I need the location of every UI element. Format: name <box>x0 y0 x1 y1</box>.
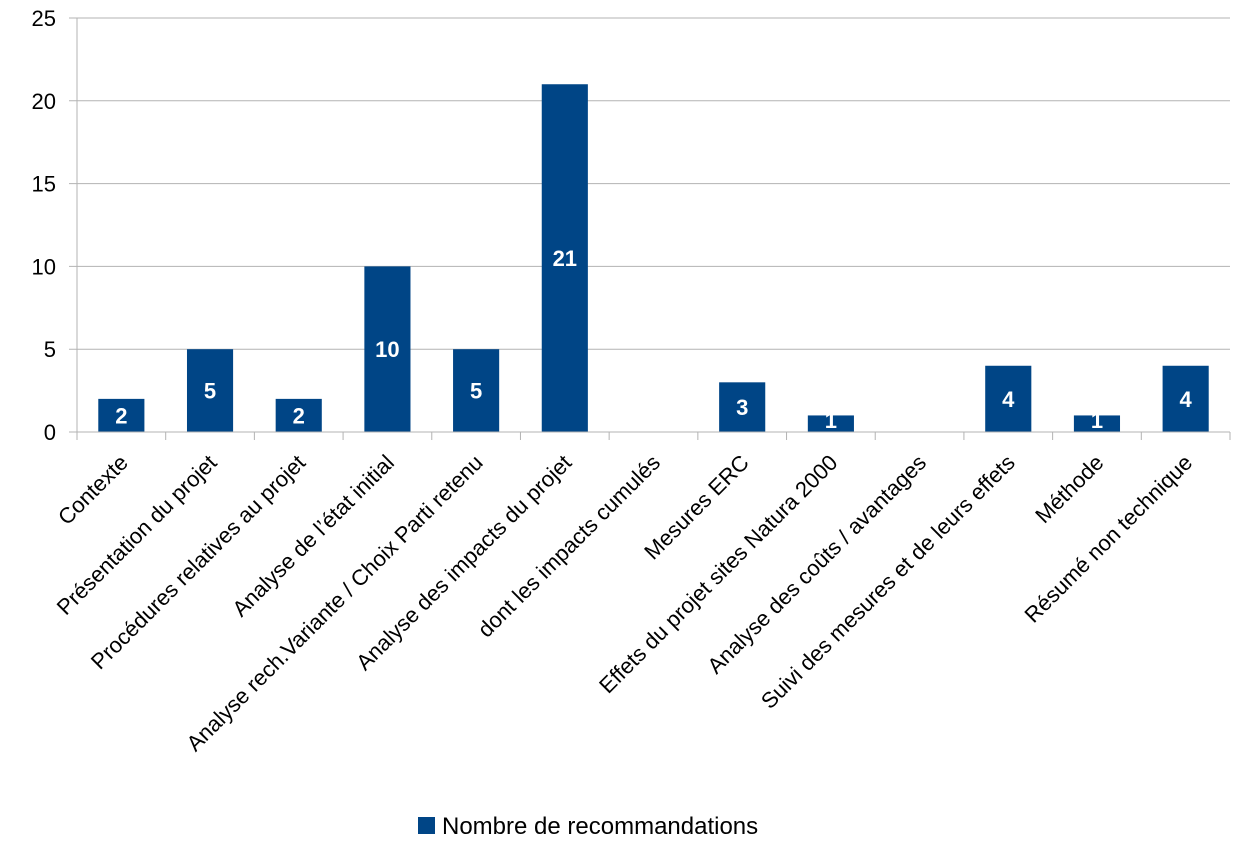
data-label: 1 <box>1091 408 1103 433</box>
y-tick-label: 5 <box>44 337 56 362</box>
bar <box>186 349 234 432</box>
data-label: 21 <box>553 246 577 271</box>
bar <box>453 349 500 432</box>
data-label: 5 <box>204 379 216 404</box>
y-tick-label: 0 <box>44 420 56 445</box>
legend-label: Nombre de recommandations <box>442 813 758 840</box>
y-tick-label: 15 <box>32 172 56 197</box>
data-label: 1 <box>825 408 837 433</box>
x-category-label: Analyse de l’état initial <box>227 450 399 622</box>
data-label: 0 <box>647 408 659 433</box>
bar <box>98 398 145 432</box>
data-label: 4 <box>1002 387 1015 412</box>
data-label: 2 <box>115 403 127 428</box>
data-label: 10 <box>375 337 399 362</box>
y-tick-label: 25 <box>32 6 56 31</box>
bar <box>541 84 588 433</box>
legend-swatch <box>418 817 435 834</box>
bar <box>1162 365 1209 432</box>
data-label: 4 <box>1180 387 1193 412</box>
x-category-label: Contexte <box>53 450 133 530</box>
x-category-label: dont les impacts cumulés <box>473 450 665 642</box>
bar <box>275 398 322 432</box>
x-axis <box>69 18 1231 440</box>
x-category-label: Résumé non technique <box>1020 450 1198 628</box>
legend: Nombre de recommandations <box>418 813 758 840</box>
y-tick-label: 10 <box>32 254 56 279</box>
bar <box>364 266 411 432</box>
x-category-label: Méthode <box>1030 450 1108 528</box>
bar <box>1073 415 1121 432</box>
bars <box>98 84 1209 433</box>
data-label: 3 <box>736 395 748 420</box>
y-axis-ticks: 0 5 10 15 20 25 <box>32 6 56 445</box>
grid-lines <box>69 17 1230 433</box>
bar <box>985 365 1032 432</box>
data-label: 0 <box>913 408 925 433</box>
x-category-label: Présentation du projet <box>52 450 222 620</box>
data-label: 5 <box>470 379 482 404</box>
bar <box>719 382 766 432</box>
y-tick-label: 20 <box>32 89 56 114</box>
bar <box>807 415 854 432</box>
data-label: 2 <box>293 403 305 428</box>
